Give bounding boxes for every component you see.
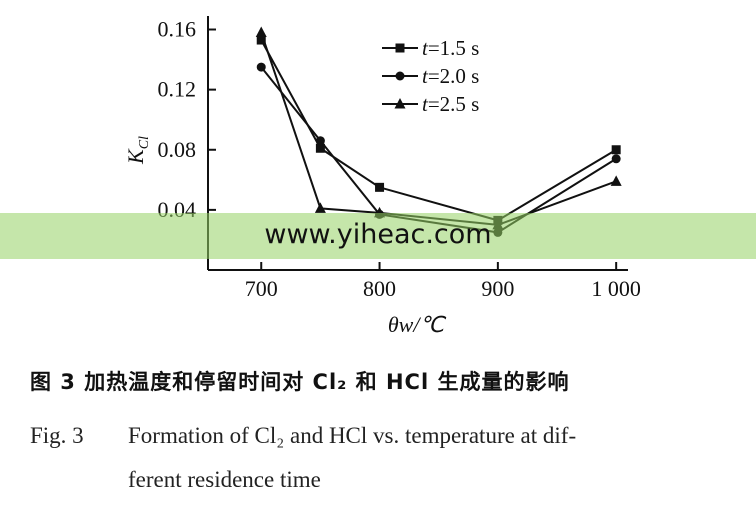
data-point <box>256 35 266 45</box>
data-point <box>315 143 325 153</box>
legend-label-value: =1.5 s <box>428 36 480 60</box>
y-axis-ticks: 0.040.080.120.16 <box>158 17 216 222</box>
x-axis-label: θw/℃ <box>388 312 447 337</box>
y-axis-label: KCl <box>123 136 152 165</box>
x-tick-label: 1 000 <box>591 276 641 301</box>
series-line <box>260 32 617 226</box>
data-point <box>255 26 267 38</box>
legend-label-variable: t <box>422 36 429 60</box>
legend-marker <box>395 71 405 81</box>
legend-label-value: =2.0 s <box>428 64 480 88</box>
data-point <box>314 202 326 213</box>
legend-marker <box>395 43 405 53</box>
legend-label: t=2.0 s <box>422 64 479 88</box>
chart-legend: t=1.5 st=2.0 st=2.5 s <box>382 36 479 116</box>
watermark-band <box>0 213 756 259</box>
figure-caption-english: Fig. 3 Formation of Cl₂ and HCl vs. tempe… <box>30 414 730 502</box>
data-point <box>611 154 621 164</box>
caption-line-2: ferent residence time <box>128 467 321 492</box>
y-tick-label: 0.12 <box>158 77 197 102</box>
legend-label-variable: t <box>422 64 429 88</box>
data-point <box>375 182 385 192</box>
x-axis-ticks: 700 800 900 1 000 <box>245 262 641 301</box>
series-t20s <box>256 62 621 237</box>
data-point <box>611 145 621 155</box>
legend-label: t=1.5 s <box>422 36 479 60</box>
watermark-text: www.yiheac.com <box>264 219 492 250</box>
x-tick-label: 900 <box>481 276 514 301</box>
figure-caption-chinese: 图 3 加热温度和停留时间对 Cl₂ 和 HCl 生成量的影响 <box>30 370 570 394</box>
legend-label: t=2.5 s <box>422 92 479 116</box>
legend-marker <box>394 98 406 109</box>
data-point <box>610 175 622 186</box>
x-tick-label: 700 <box>245 276 278 301</box>
data-point <box>256 62 266 72</box>
line-chart: 0.040.080.120.16 700 800 900 1 000 t=1.5 st… <box>123 16 641 337</box>
data-point <box>315 136 325 146</box>
caption-line-1: Formation of Cl₂ and HCl vs. temperature… <box>128 423 577 448</box>
x-tick-label: 800 <box>363 276 396 301</box>
legend-label-variable: t <box>422 92 429 116</box>
legend-label-value: =2.5 s <box>428 92 480 116</box>
y-tick-label: 0.16 <box>158 17 197 42</box>
y-tick-label: 0.08 <box>158 137 197 162</box>
figure-label: Fig. 3 <box>30 423 84 448</box>
y-axis-label-sub: Cl <box>137 136 152 149</box>
y-axis-label-main: K <box>123 148 148 165</box>
